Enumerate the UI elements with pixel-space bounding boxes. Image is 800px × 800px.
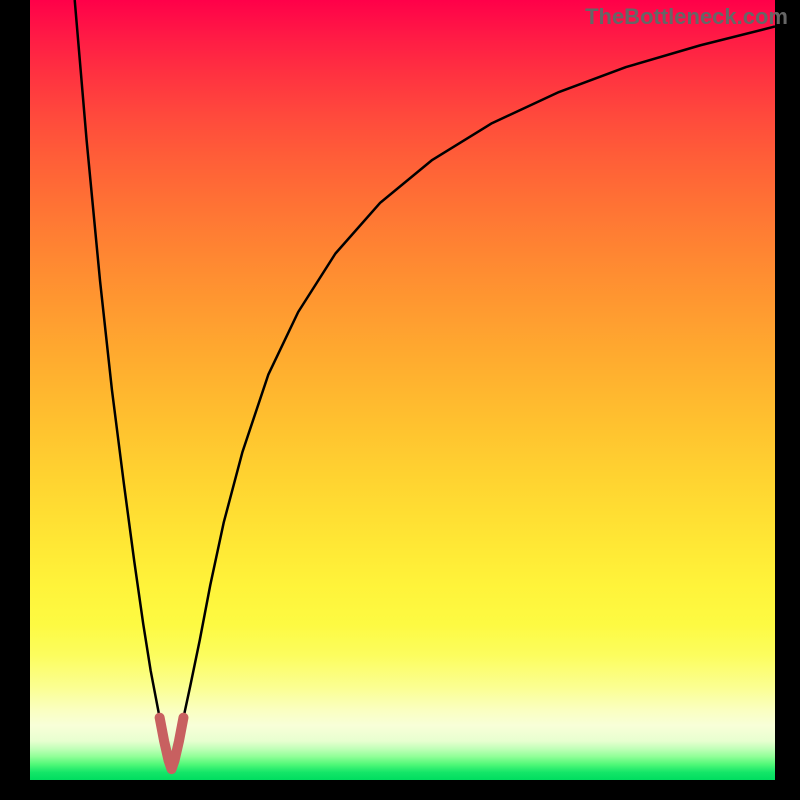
watermark-text: TheBottleneck.com [585, 4, 788, 30]
curve-svg [30, 0, 775, 780]
plot-area [30, 0, 775, 780]
bottleneck-curve [75, 0, 775, 769]
bottleneck-vertex [160, 718, 184, 769]
chart-container: TheBottleneck.com [0, 0, 800, 800]
